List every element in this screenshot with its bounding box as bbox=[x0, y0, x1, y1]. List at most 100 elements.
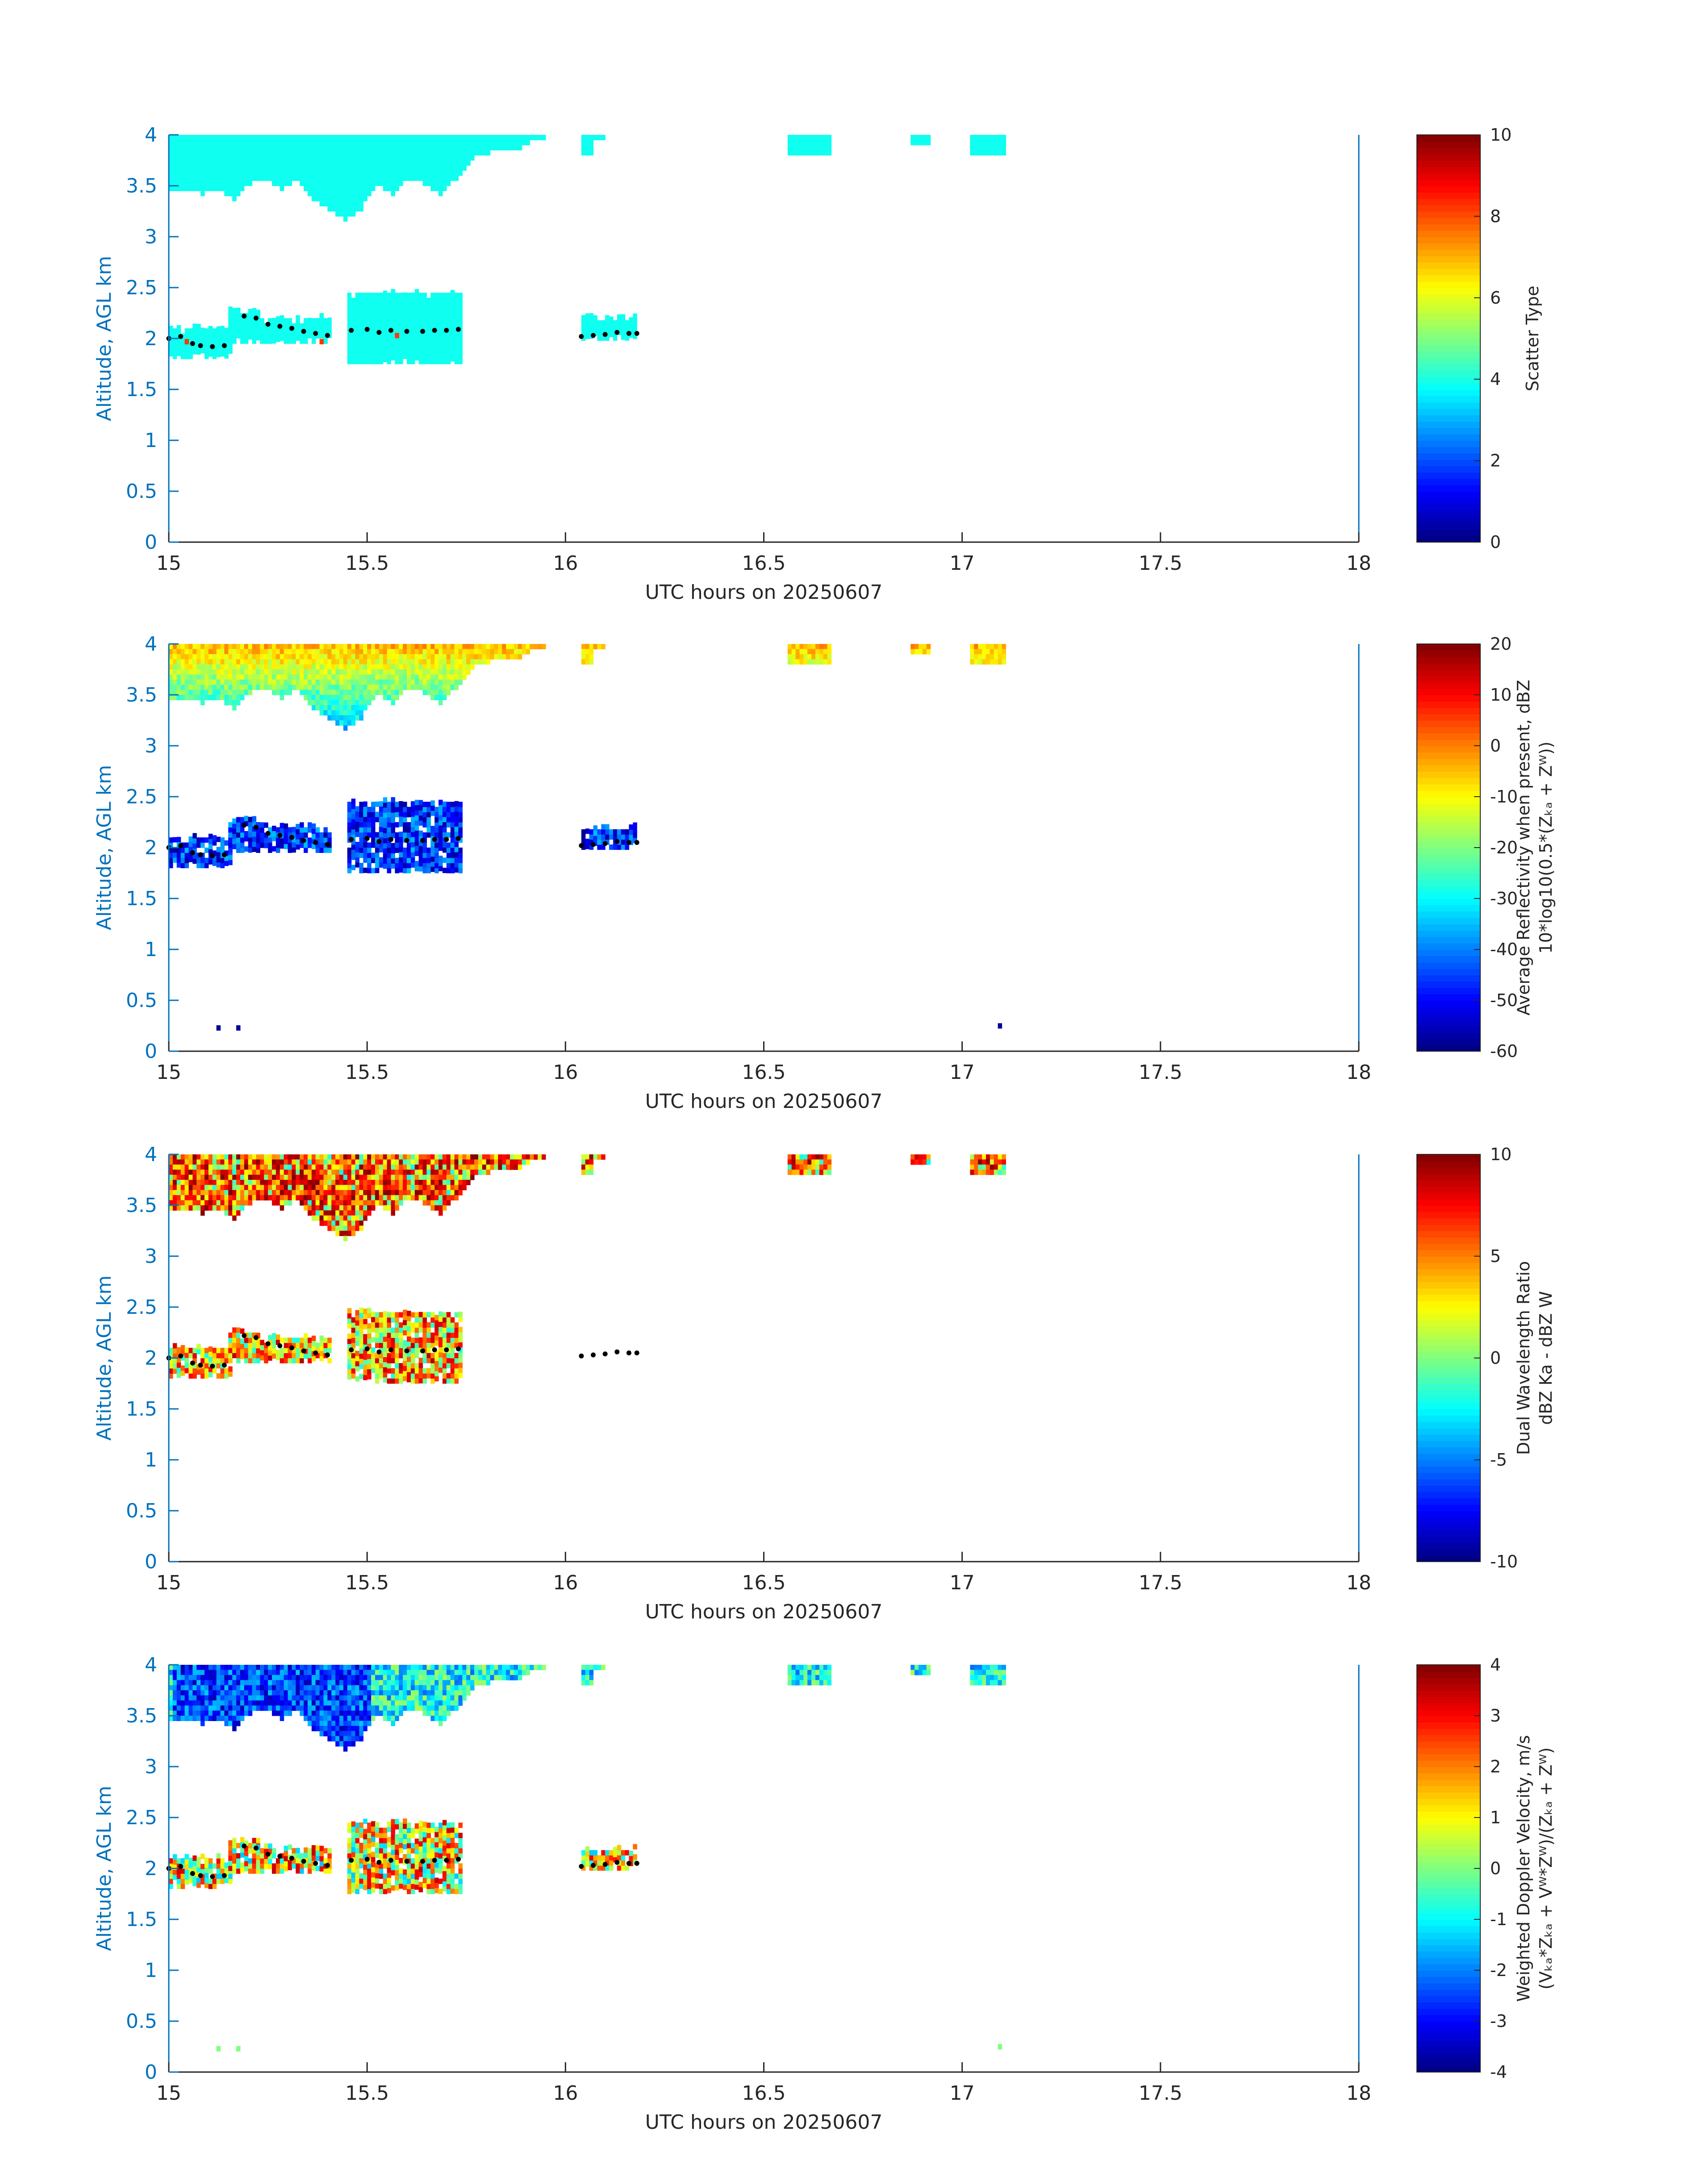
cloud-cell bbox=[387, 155, 392, 161]
cloud-cell bbox=[450, 356, 455, 362]
cloud-cell bbox=[367, 343, 372, 349]
cloud-cell bbox=[196, 339, 201, 345]
cloud-cell bbox=[351, 659, 356, 665]
cloud-cell bbox=[347, 186, 352, 191]
cloud-cell bbox=[248, 329, 253, 335]
cloud-cell bbox=[276, 674, 280, 680]
x-tick-label: 17 bbox=[950, 552, 975, 575]
cloud-cell bbox=[450, 1174, 455, 1180]
cloud-cell bbox=[280, 1154, 284, 1160]
cloud-cell bbox=[256, 140, 260, 146]
cloud-cell bbox=[978, 135, 982, 140]
cloud-cell bbox=[292, 827, 296, 832]
cloud-cell bbox=[169, 1180, 173, 1185]
cloud-cell bbox=[379, 160, 384, 166]
cloud-cell bbox=[355, 679, 359, 685]
cloud-base-point bbox=[626, 840, 631, 845]
cloud-cell bbox=[462, 160, 467, 166]
cloud-cell bbox=[311, 659, 316, 665]
cloud-cell bbox=[351, 338, 356, 344]
cloud-cell bbox=[240, 654, 245, 660]
cloud-cell bbox=[252, 816, 257, 822]
cloud-cell bbox=[331, 180, 336, 186]
cloud-cell bbox=[311, 140, 316, 146]
cloud-cell bbox=[169, 170, 173, 176]
cloud-cell bbox=[430, 659, 435, 665]
cloud-cell bbox=[442, 150, 447, 156]
cloud-cell bbox=[256, 838, 260, 844]
cloud-cell bbox=[355, 150, 359, 156]
cloud-cell bbox=[284, 1164, 288, 1170]
cloud-cell bbox=[410, 155, 415, 161]
cloud-cell bbox=[454, 841, 459, 847]
cloud-cell bbox=[339, 689, 344, 695]
colorbar-step bbox=[1417, 886, 1480, 893]
cloud-cell bbox=[176, 664, 181, 670]
cloud-cell bbox=[355, 140, 359, 146]
cloud-base-point bbox=[420, 329, 426, 334]
cloud-cell bbox=[244, 1164, 249, 1170]
cloud-cell bbox=[422, 802, 427, 807]
cloud-cell bbox=[395, 842, 399, 848]
cloud-cell bbox=[482, 150, 487, 156]
cloud-cell bbox=[446, 689, 451, 695]
cloud-cell bbox=[422, 679, 427, 685]
cloud-cell bbox=[379, 862, 384, 868]
colorbar-step bbox=[1417, 898, 1480, 906]
cloud-cell bbox=[410, 160, 415, 166]
cloud-cell bbox=[200, 165, 205, 171]
cloud-cell bbox=[347, 1170, 352, 1175]
cloud-cell bbox=[403, 338, 407, 344]
cloud-cell bbox=[260, 150, 264, 156]
cloud-cell bbox=[410, 852, 415, 858]
cloud-cell bbox=[284, 1159, 288, 1165]
cloud-cell bbox=[367, 328, 372, 334]
cloud-cell bbox=[383, 341, 388, 347]
cloud-cell bbox=[585, 323, 590, 329]
cloud-cell bbox=[216, 1348, 221, 1354]
cloud-cell bbox=[184, 654, 189, 660]
cloud-cell bbox=[438, 689, 443, 695]
colorbar-step bbox=[1417, 828, 1480, 836]
cloud-cell bbox=[502, 140, 506, 146]
cloud-cell bbox=[244, 338, 249, 344]
cloud-cell bbox=[399, 679, 403, 685]
cloud-cell bbox=[823, 649, 828, 655]
cloud-cell bbox=[387, 135, 392, 140]
cloud-cell bbox=[446, 338, 451, 344]
cloud-cell bbox=[367, 659, 372, 665]
cloud-cell bbox=[399, 170, 403, 176]
cloud-cell bbox=[534, 135, 538, 140]
cloud-cell bbox=[339, 1205, 344, 1211]
cloud-cell bbox=[172, 1174, 177, 1180]
cloud-cell bbox=[284, 338, 288, 344]
cloud-cell bbox=[383, 1195, 388, 1201]
cloud-cell bbox=[509, 140, 514, 146]
cloud-cell bbox=[387, 1180, 392, 1185]
cloud-cell bbox=[252, 674, 257, 680]
cloud-cell bbox=[208, 135, 213, 140]
cloud-cell bbox=[395, 1190, 399, 1195]
cloud-cell bbox=[430, 354, 435, 359]
cloud-cell bbox=[343, 654, 348, 660]
cloud-cell bbox=[327, 180, 332, 186]
colorbar-step bbox=[1417, 739, 1480, 746]
cloud-cell bbox=[375, 308, 380, 313]
cloud-cell bbox=[458, 827, 463, 833]
cloud-cell bbox=[371, 1352, 376, 1358]
cloud-cell bbox=[212, 348, 217, 354]
cloud-cell bbox=[442, 827, 447, 832]
cloud-cell bbox=[232, 1342, 237, 1348]
cloud-cell bbox=[331, 191, 336, 196]
cloud-cell bbox=[418, 1154, 423, 1160]
cloud-cell bbox=[188, 1368, 193, 1374]
cloud-cell bbox=[288, 323, 292, 329]
cloud-cell bbox=[180, 140, 185, 146]
cloud-cell bbox=[446, 1174, 451, 1180]
cloud-cell bbox=[300, 1358, 304, 1363]
cloud-cell bbox=[442, 333, 447, 339]
cloud-cell bbox=[430, 155, 435, 161]
cloud-cell bbox=[260, 654, 264, 660]
cloud-cell bbox=[268, 837, 272, 843]
cloud-cell bbox=[192, 155, 197, 161]
